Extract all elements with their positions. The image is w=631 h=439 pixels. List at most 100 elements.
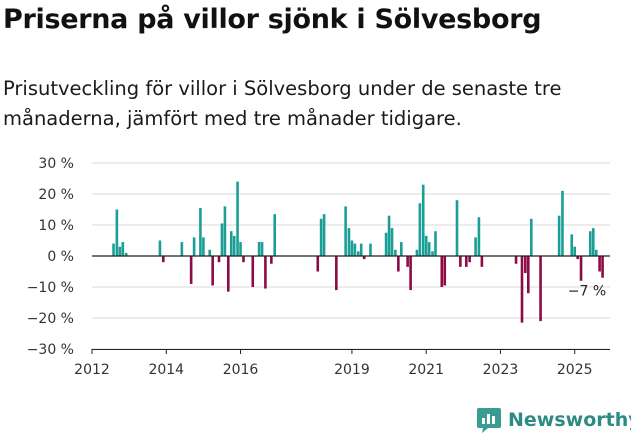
bar xyxy=(242,256,245,263)
bar xyxy=(202,237,205,256)
bar xyxy=(424,235,428,256)
bar xyxy=(260,242,264,256)
bar xyxy=(344,206,347,256)
bar xyxy=(208,249,212,256)
bar xyxy=(514,256,518,264)
bar xyxy=(359,243,363,256)
bar xyxy=(589,231,592,256)
bar xyxy=(539,256,542,322)
bar xyxy=(387,215,391,256)
bar xyxy=(409,256,412,291)
latest-value-annotation: −7 % xyxy=(568,284,606,300)
chart-title: Priserna på villor sjönk i Sölvesborg xyxy=(3,4,542,35)
bar xyxy=(335,256,338,291)
brand: Newsworthy xyxy=(476,407,631,433)
bar xyxy=(192,237,196,256)
y-tick-label: −10 % xyxy=(27,280,74,296)
y-tick-label: −30 % xyxy=(27,342,74,358)
bar-chart: 30 % 20 % 10 % 0 % −10 % −20 % −30 %2012 2014 20… xyxy=(27,156,610,378)
bar xyxy=(223,206,227,256)
bar xyxy=(459,256,462,267)
bar xyxy=(264,256,267,289)
bar xyxy=(189,256,193,284)
bar xyxy=(121,242,125,256)
bar xyxy=(239,242,242,256)
bar xyxy=(573,246,577,256)
bar xyxy=(217,256,221,263)
y-tick-label: 10 % xyxy=(38,218,74,234)
bar xyxy=(434,231,437,256)
bar xyxy=(594,249,598,256)
bar xyxy=(465,256,468,267)
bar xyxy=(220,223,224,256)
bar xyxy=(232,235,236,256)
bar xyxy=(527,256,530,294)
bar xyxy=(397,256,400,272)
x-tick-label: 2025 xyxy=(557,362,593,378)
bar xyxy=(115,209,119,256)
bar xyxy=(601,256,604,278)
bar xyxy=(350,240,354,256)
bar xyxy=(431,251,434,256)
bar xyxy=(319,218,323,256)
bar xyxy=(440,256,444,287)
bar xyxy=(369,243,372,256)
bar xyxy=(356,251,360,256)
y-tick-label: 0 % xyxy=(47,249,74,265)
bar xyxy=(353,243,357,256)
bar xyxy=(390,228,394,256)
bar xyxy=(477,217,481,256)
bar xyxy=(394,249,397,256)
x-tick-label: 2019 xyxy=(334,362,370,378)
bar xyxy=(211,256,214,286)
bar xyxy=(199,207,202,256)
bar xyxy=(124,252,128,256)
bar xyxy=(576,256,579,260)
bar xyxy=(455,200,459,256)
x-tick-label: 2023 xyxy=(483,362,519,378)
y-tick-label: 20 % xyxy=(38,187,74,203)
bar xyxy=(480,256,484,267)
bar xyxy=(415,249,419,256)
bar xyxy=(400,242,403,256)
bar xyxy=(591,228,595,256)
bar-layer xyxy=(112,181,604,323)
bar xyxy=(570,234,574,256)
bar xyxy=(347,228,351,256)
bar xyxy=(257,242,261,256)
bar xyxy=(226,256,230,292)
bar xyxy=(598,256,601,272)
bar xyxy=(236,181,239,256)
bar xyxy=(112,243,115,256)
x-tick-label: 2012 xyxy=(74,362,110,378)
bar xyxy=(270,256,273,264)
x-tick-label: 2016 xyxy=(223,362,259,378)
bar xyxy=(561,190,564,256)
x-tick-label: 2014 xyxy=(148,362,184,378)
bar xyxy=(421,184,425,256)
bar xyxy=(427,242,431,256)
y-tick-label: −20 % xyxy=(27,311,74,327)
bar xyxy=(474,237,477,256)
newsworthy-logo-icon xyxy=(477,408,501,433)
bar xyxy=(273,214,276,256)
bar xyxy=(251,256,255,287)
bar xyxy=(418,203,422,256)
bar xyxy=(468,256,471,263)
bar xyxy=(520,256,524,323)
bar xyxy=(557,215,561,256)
bar xyxy=(524,256,527,274)
bar xyxy=(406,256,409,267)
bar xyxy=(384,232,388,256)
bar xyxy=(180,242,184,256)
bar xyxy=(362,256,366,260)
x-tick-label: 2021 xyxy=(408,362,444,378)
bar xyxy=(579,256,583,281)
bar xyxy=(158,240,162,256)
brand-name: Newsworthy xyxy=(508,409,631,431)
bar xyxy=(322,214,326,256)
y-tick-label: 30 % xyxy=(38,156,74,172)
axis-layer: 30 % 20 % 10 % 0 % −10 % −20 % −30 %2012 2014 20… xyxy=(27,156,610,378)
bar xyxy=(316,256,320,272)
bar xyxy=(229,231,233,256)
